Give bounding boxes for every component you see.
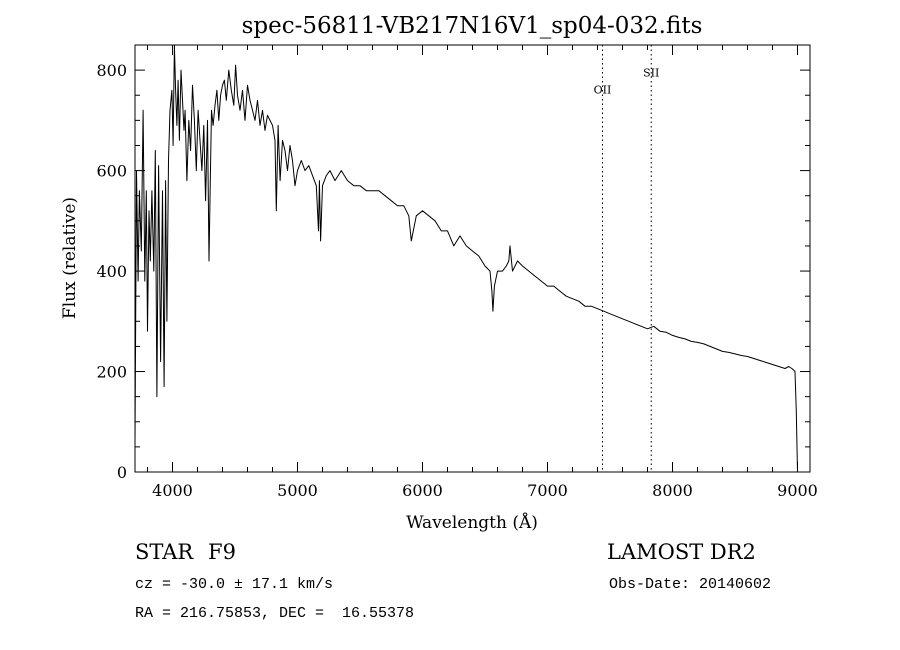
y-tick-label: 400	[96, 262, 127, 281]
object-subclass: F9	[208, 540, 236, 564]
survey-name: LAMOST DR2	[607, 540, 756, 564]
chart-title: spec-56811-VB217N16V1_sp04-032.fits	[242, 13, 703, 39]
x-tick-label: 5000	[277, 481, 318, 500]
x-axis-label: Wavelength (Å)	[406, 512, 538, 533]
redshift-text: cz = -30.0 ± 17.1 km/s	[135, 576, 334, 593]
x-tick-label: 6000	[402, 481, 443, 500]
plot-frame	[134, 44, 811, 473]
line-marker-label: SII	[643, 67, 659, 80]
x-tick-label: 4000	[152, 481, 193, 500]
obs-date-text: Obs-Date: 20140602	[609, 576, 772, 593]
y-tick-label: 0	[117, 463, 127, 482]
y-axis-label: Flux (relative)	[60, 197, 80, 319]
spectrum-line	[134, 44, 798, 473]
line-marker-label: OII	[594, 84, 612, 97]
y-tick-label: 200	[96, 363, 127, 382]
x-tick-label: 7000	[527, 481, 568, 500]
coordinates-text: RA = 216.75853, DEC = 16.55378	[135, 605, 415, 622]
y-tick-label: 800	[96, 61, 127, 80]
object-class: STAR	[135, 540, 194, 564]
x-tick-label: 8000	[652, 481, 693, 500]
x-tick-label: 9000	[777, 481, 818, 500]
y-tick-label: 600	[96, 162, 127, 181]
